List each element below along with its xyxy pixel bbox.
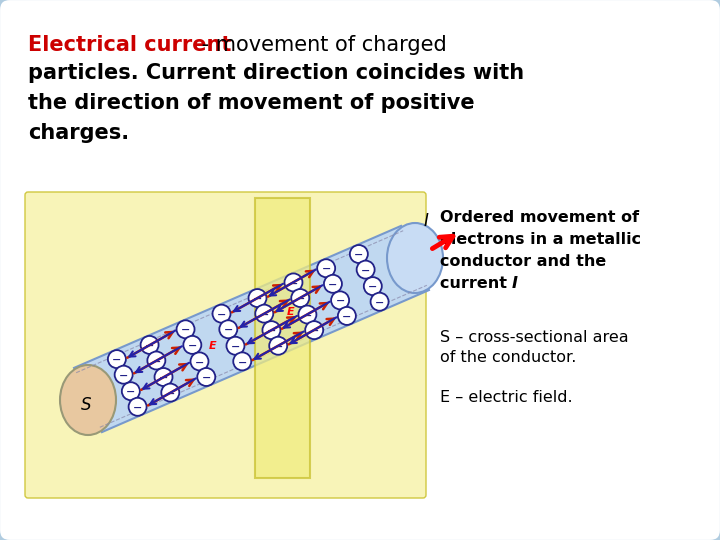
Text: −: −	[195, 357, 204, 367]
Text: −: −	[310, 326, 319, 336]
Text: charges.: charges.	[28, 123, 129, 143]
Circle shape	[108, 350, 126, 368]
Text: −: −	[361, 266, 370, 275]
Circle shape	[269, 337, 287, 355]
Text: −: −	[112, 355, 122, 365]
Text: E: E	[209, 341, 216, 351]
Circle shape	[291, 289, 309, 307]
Circle shape	[212, 305, 230, 323]
FancyBboxPatch shape	[25, 192, 426, 498]
Text: S: S	[81, 396, 91, 414]
Text: current: current	[440, 276, 513, 291]
Circle shape	[350, 245, 368, 263]
Text: the direction of movement of positive: the direction of movement of positive	[28, 93, 474, 113]
Circle shape	[284, 273, 302, 292]
Text: Electrical current: Electrical current	[28, 35, 231, 55]
Circle shape	[184, 336, 202, 354]
Circle shape	[176, 320, 194, 338]
Circle shape	[338, 307, 356, 325]
Circle shape	[305, 321, 323, 339]
Text: −: −	[260, 309, 269, 320]
Text: −: −	[119, 370, 128, 381]
Circle shape	[356, 261, 374, 279]
Text: I: I	[512, 276, 518, 291]
Circle shape	[114, 366, 132, 384]
Text: −: −	[289, 279, 298, 288]
Text: S – cross-sectional area: S – cross-sectional area	[440, 330, 629, 345]
Circle shape	[227, 337, 245, 355]
Text: −: −	[354, 250, 364, 260]
Circle shape	[197, 368, 215, 386]
Text: −: −	[368, 282, 377, 292]
Circle shape	[161, 383, 179, 402]
Circle shape	[364, 277, 382, 295]
Circle shape	[129, 398, 147, 416]
Text: −: −	[336, 296, 345, 306]
Text: −: −	[231, 342, 240, 352]
Text: −: −	[166, 389, 175, 399]
Text: −: −	[302, 310, 312, 321]
Text: conductor and the: conductor and the	[440, 254, 606, 269]
Circle shape	[318, 259, 336, 277]
Circle shape	[331, 292, 349, 309]
Circle shape	[220, 320, 238, 338]
Text: Ordered movement of: Ordered movement of	[440, 210, 639, 225]
Text: −: −	[253, 294, 262, 304]
Circle shape	[148, 352, 166, 369]
Text: −: −	[145, 341, 154, 351]
Text: −: −	[342, 312, 351, 322]
Text: −: −	[274, 342, 283, 352]
Text: I: I	[423, 212, 428, 230]
Ellipse shape	[387, 223, 443, 293]
Text: −: −	[238, 357, 247, 367]
Text: −: −	[217, 309, 226, 320]
Text: electrons in a metallic: electrons in a metallic	[440, 232, 641, 247]
Polygon shape	[255, 198, 310, 478]
Circle shape	[324, 275, 342, 293]
Circle shape	[233, 353, 251, 370]
Circle shape	[256, 305, 274, 322]
Text: E: E	[287, 307, 294, 317]
Text: −: −	[328, 280, 338, 290]
Circle shape	[298, 306, 316, 323]
Circle shape	[248, 289, 266, 307]
Circle shape	[191, 353, 209, 370]
Text: −: −	[159, 373, 168, 383]
Text: of the conductor.: of the conductor.	[440, 350, 577, 365]
Ellipse shape	[60, 365, 116, 435]
Text: −: −	[321, 264, 331, 274]
Text: −: −	[126, 387, 135, 397]
Circle shape	[140, 336, 158, 354]
Text: −: −	[188, 341, 197, 351]
Text: −: −	[202, 373, 211, 383]
Circle shape	[262, 321, 280, 339]
Circle shape	[371, 293, 389, 310]
Text: −: −	[224, 325, 233, 335]
Text: −: −	[152, 356, 161, 367]
Circle shape	[155, 368, 173, 386]
Text: −: −	[266, 326, 276, 336]
Polygon shape	[74, 226, 429, 432]
Text: −: −	[295, 294, 305, 304]
Text: −: −	[133, 403, 143, 413]
Text: −: −	[375, 298, 384, 308]
Text: particles. Current direction coincides with: particles. Current direction coincides w…	[28, 63, 524, 83]
Text: E – electric field.: E – electric field.	[440, 390, 572, 405]
Circle shape	[122, 382, 140, 400]
Text: −: −	[181, 325, 190, 335]
Text: - movement of charged: - movement of charged	[195, 35, 446, 55]
